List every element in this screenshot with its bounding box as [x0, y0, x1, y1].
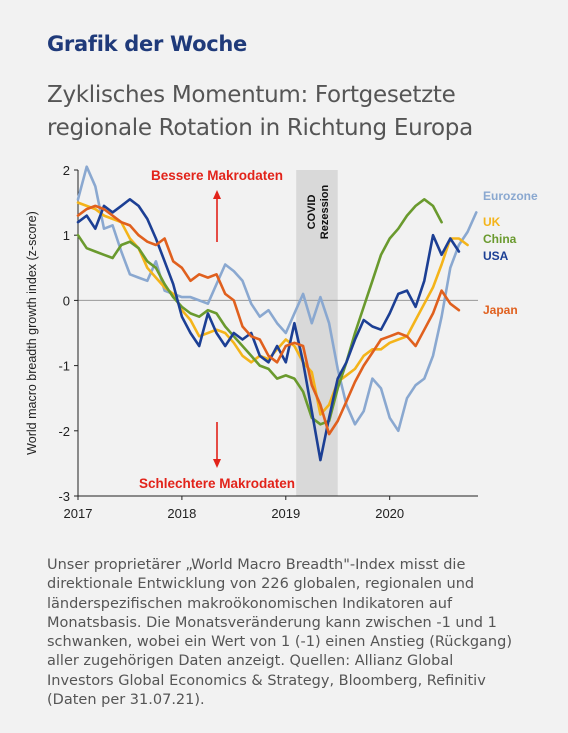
series-label-japan: Japan [483, 303, 518, 317]
caption-line-5: schwanken, wobei ein Wert von 1 (-1) ein… [47, 634, 512, 651]
series-label-usa: USA [483, 249, 509, 263]
y-tick-label-5: -3 [58, 489, 70, 504]
chart-headline: Zyklisches Momentum: Fortgesetzte region… [47, 79, 547, 145]
caption-line-2: direktionale Entwicklung von 226 globale… [47, 576, 475, 593]
x-tick-label-3: 2020 [375, 506, 404, 521]
annotation-arrowhead-up [213, 190, 221, 199]
y-axis-label: World macro breadth growth index (z-scor… [25, 211, 39, 455]
caption-line-3: länderspezifischen makroökonomischen Ind… [47, 595, 453, 612]
y-tick-label-4: -2 [58, 424, 70, 439]
series-line-usa [76, 197, 461, 462]
headline-line-2: regionale Rotation in Richtung Europa [47, 115, 473, 141]
series-line-china [76, 197, 443, 426]
covid-label-line-2: Rezession [319, 185, 331, 240]
x-tick-label-1: 2018 [167, 506, 196, 521]
headline-line-1: Zyklisches Momentum: Fortgesetzte [47, 82, 456, 108]
annotation-worse: Schlechtere Makrodaten [139, 476, 295, 491]
y-tick-label-0: 2 [63, 163, 70, 178]
y-tick-label-1: 1 [63, 228, 70, 243]
x-tick-label-2: 2019 [271, 506, 300, 521]
series-line-japan [76, 204, 461, 436]
covid-label-line-1: COVID [306, 195, 318, 230]
series-label-eurozone: Eurozone [483, 189, 538, 203]
series-label-uk: UK [483, 215, 501, 229]
y-tick-label-3: -1 [58, 359, 70, 374]
line-chart: COVID Rezession 2 1 0 -1 -2 -3 2017 2018 2019 2020 W… [25, 163, 538, 521]
series-label-china: China [483, 232, 517, 246]
caption-line-6: aller zugehörigen Daten anzeigt. Quellen… [47, 653, 454, 670]
chart-kicker: Grafik der Woche [47, 32, 248, 56]
y-tick-label-2: 0 [63, 293, 70, 308]
caption-line-1: Unser proprietärer „World Macro Breadth"… [47, 557, 466, 573]
annotation-better: Bessere Makrodaten [151, 168, 283, 183]
caption-line-4: Monatsbasis. Die Monatsveränderung kann … [47, 614, 497, 631]
x-tick-label-0: 2017 [64, 506, 93, 521]
caption-line-8: (Daten per 31.07.21). [47, 692, 205, 709]
series-line-eurozone [76, 165, 478, 433]
annotation-arrowhead-down [213, 459, 221, 468]
caption-line-7: Investors Global Economics & Strategy, B… [47, 672, 486, 689]
chart-caption: Unser proprietärer „World Macro Breadth"… [47, 556, 547, 710]
